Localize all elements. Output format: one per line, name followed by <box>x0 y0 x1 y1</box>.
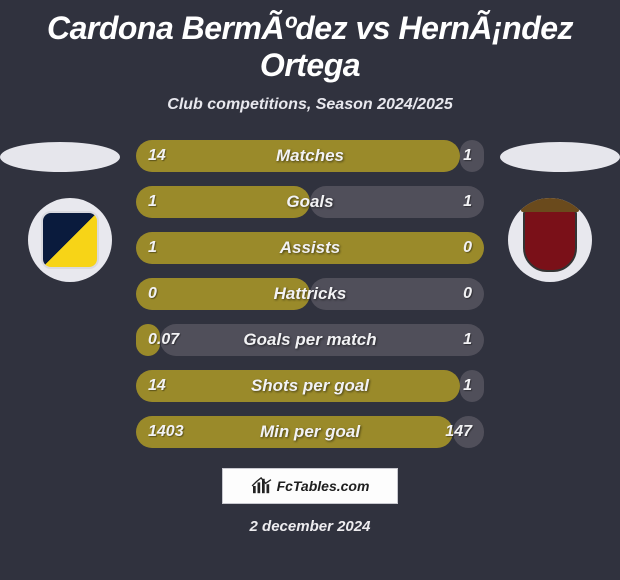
stat-row: 141Shots per goal <box>136 370 484 402</box>
crest-icon <box>523 208 577 272</box>
value-right: 1 <box>463 186 472 218</box>
value-right: 0 <box>463 278 472 310</box>
value-left: 14 <box>148 140 166 172</box>
value-right: 147 <box>445 416 472 448</box>
value-right: 0 <box>463 232 472 264</box>
bar-left <box>136 232 484 264</box>
stat-rows: 141Matches11Goals10Assists00Hattricks0.0… <box>136 140 484 448</box>
country-oval-left <box>0 142 120 172</box>
stat-row: 11Goals <box>136 186 484 218</box>
stat-row: 0.071Goals per match <box>136 324 484 356</box>
club-badge-right <box>508 198 592 282</box>
source-logo-text: FcTables.com <box>277 478 370 494</box>
page-title: Cardona BermÃºdez vs HernÃ¡ndez Ortega <box>0 0 620 84</box>
value-left: 1403 <box>148 416 184 448</box>
stat-row: 10Assists <box>136 232 484 264</box>
bar-left <box>136 186 310 218</box>
value-left: 1 <box>148 232 157 264</box>
bar-left <box>136 140 460 172</box>
bar-right <box>310 186 484 218</box>
page-subtitle: Club competitions, Season 2024/2025 <box>0 96 620 114</box>
value-left: 1 <box>148 186 157 218</box>
value-right: 1 <box>463 140 472 172</box>
value-left: 0.07 <box>148 324 179 356</box>
footer-date: 2 december 2024 <box>0 518 620 535</box>
stat-row: 00Hattricks <box>136 278 484 310</box>
chart-icon <box>251 477 273 495</box>
country-oval-right <box>500 142 620 172</box>
value-left: 14 <box>148 370 166 402</box>
bar-right <box>160 324 484 356</box>
stat-row: 1403147Min per goal <box>136 416 484 448</box>
club-badge-left <box>28 198 112 282</box>
content-area: 141Matches11Goals10Assists00Hattricks0.0… <box>0 140 620 448</box>
bar-left <box>136 278 310 310</box>
bar-right <box>310 278 484 310</box>
stat-row: 141Matches <box>136 140 484 172</box>
value-right: 1 <box>463 370 472 402</box>
value-right: 1 <box>463 324 472 356</box>
comparison-infographic: Cardona BermÃºdez vs HernÃ¡ndez Ortega C… <box>0 0 620 580</box>
bar-left <box>136 370 460 402</box>
crest-icon <box>41 211 99 269</box>
source-logo: FcTables.com <box>222 468 398 504</box>
value-left: 0 <box>148 278 157 310</box>
